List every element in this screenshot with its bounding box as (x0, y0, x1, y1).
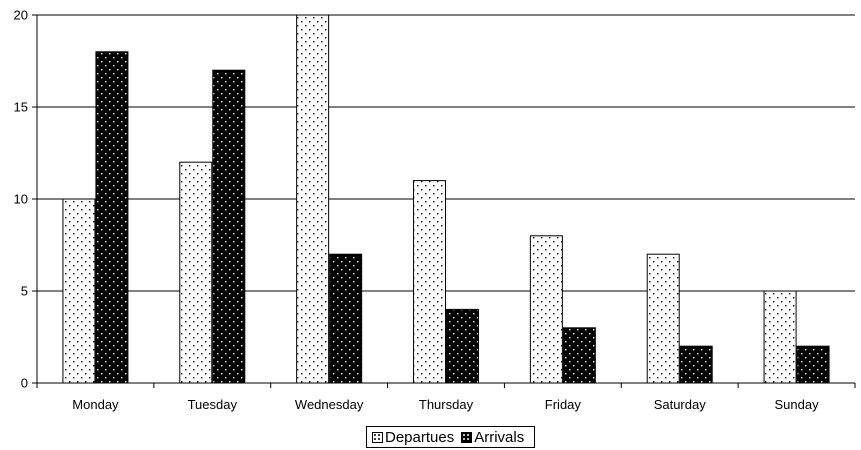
legend-swatch-departures (372, 431, 383, 443)
bar-departures-monday (62, 198, 96, 384)
x-tick-label: Friday (545, 397, 582, 412)
y-tick-label: 5 (21, 284, 28, 299)
bar-arrivals-tuesday (212, 69, 246, 384)
bar-departures-friday (529, 235, 563, 384)
bar-departures-saturday (646, 253, 680, 384)
bar-departures-tuesday (179, 161, 213, 384)
y-tick-label: 15 (14, 100, 28, 115)
bar-arrivals-thursday (446, 308, 479, 384)
legend-swatch-arrivals (461, 431, 473, 443)
legend: Departues Arrivals (366, 426, 536, 448)
legend-label-arrivals: Arrivals (474, 428, 525, 446)
x-tick-label: Monday (72, 397, 119, 412)
x-tick-label: Saturday (654, 397, 707, 412)
x-tick-label: Tuesday (188, 397, 238, 412)
bar-arrivals-wednesday (329, 253, 363, 384)
bar-chart: 0 5 10 15 20 Monday Tuesday Wednesday Thursday Fr… (14, 8, 856, 412)
x-tick-label: Sunday (775, 397, 820, 412)
bar-departures-sunday (763, 290, 797, 384)
bar-arrivals-sunday (796, 345, 830, 384)
bar-arrivals-saturday (679, 345, 713, 384)
x-tick-label: Wednesday (295, 397, 364, 412)
y-tick-label: 0 (21, 376, 28, 391)
y-tick-label: 20 (14, 8, 28, 23)
bar-arrivals-monday (95, 51, 129, 384)
bar-departures-thursday (413, 180, 446, 384)
legend-label-departures: Departues (385, 428, 455, 446)
bar-departures-wednesday (296, 14, 330, 384)
bar-arrivals-friday (562, 327, 596, 384)
y-tick-label: 10 (14, 192, 28, 207)
legend-item-departures: Departues (372, 429, 454, 446)
x-tick-label: Thursday (419, 397, 474, 412)
axes: 0 5 10 15 20 Monday Tuesday Wednesday Thursday Fr… (14, 8, 856, 412)
legend-item-arrivals: Arrivals (461, 429, 524, 446)
